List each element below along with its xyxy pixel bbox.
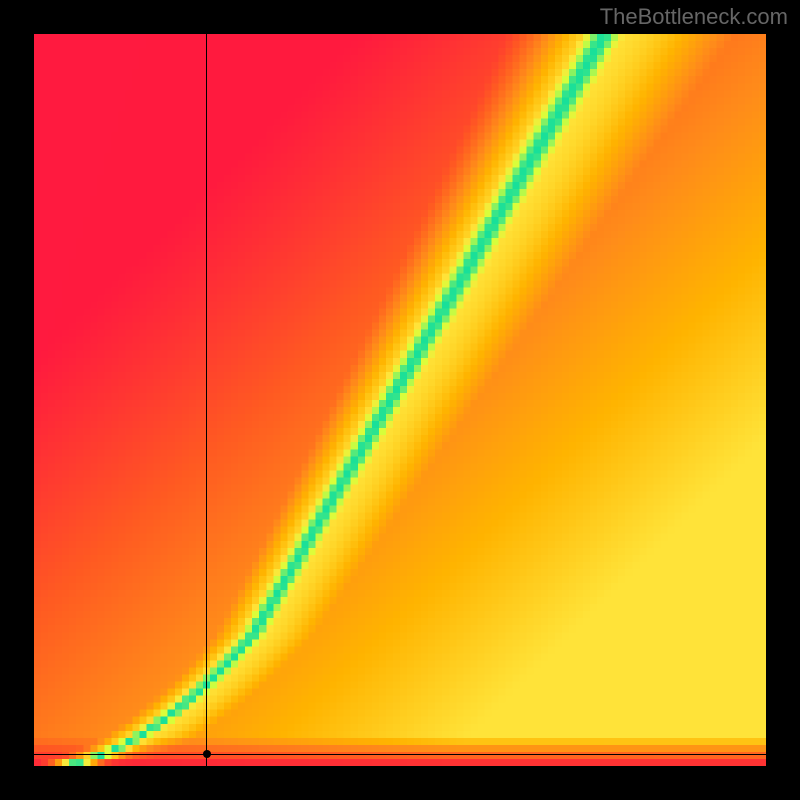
crosshair-marker-dot	[203, 750, 211, 758]
heatmap-canvas	[34, 34, 766, 766]
chart-container: TheBottleneck.com	[0, 0, 800, 800]
crosshair-horizontal	[34, 754, 766, 755]
crosshair-vertical	[206, 34, 207, 766]
watermark-text: TheBottleneck.com	[600, 4, 788, 30]
